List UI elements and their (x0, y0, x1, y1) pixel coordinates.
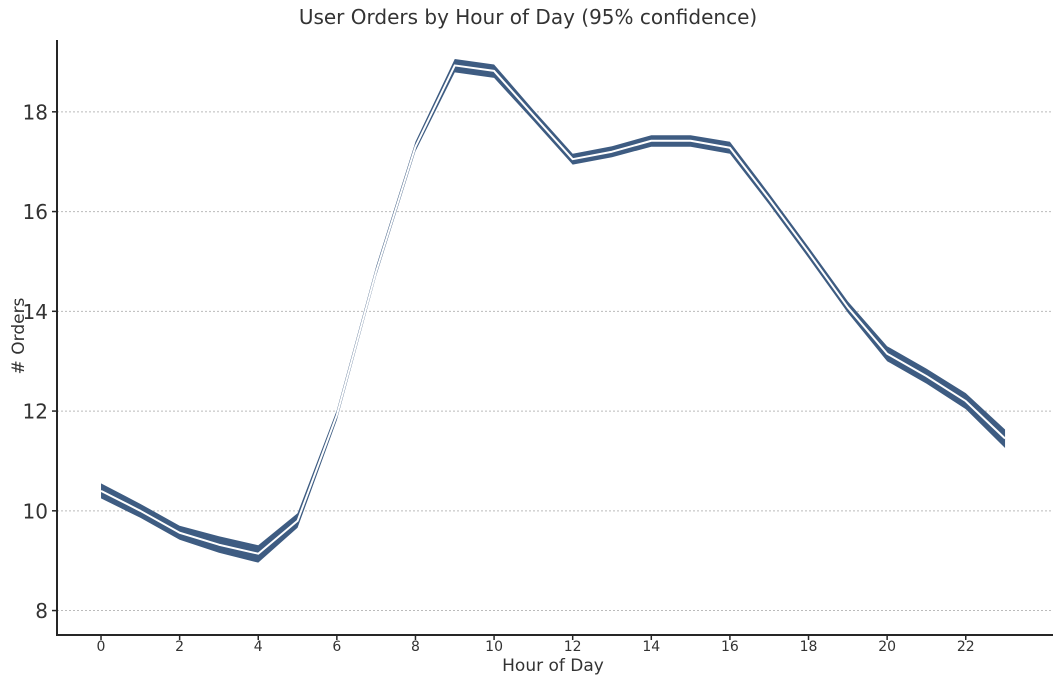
x-tick-label: 22 (957, 639, 975, 655)
x-tick-label: 16 (721, 639, 739, 655)
x-tick-label: 10 (485, 639, 503, 655)
x-tick-label: 6 (332, 639, 341, 655)
x-tick-label: 8 (411, 639, 420, 655)
x-tick-label: 12 (564, 639, 582, 655)
data-layer (100, 58, 1006, 563)
x-axis-label: Hour of Day (502, 656, 604, 676)
mean-line (100, 64, 1006, 555)
x-tick-label: 20 (878, 639, 896, 655)
chart-title: User Orders by Hour of Day (95% confiden… (299, 5, 757, 29)
y-tick-label: 12 (23, 400, 48, 424)
x-tick-label: 4 (254, 639, 263, 655)
y-tick-label: 8 (35, 599, 48, 623)
confidence-band (101, 58, 1006, 563)
gridlines-layer (57, 111, 1053, 612)
x-tick-label: 0 (97, 639, 106, 655)
y-tick-label: 14 (23, 300, 48, 324)
y-tick-label: 16 (23, 200, 48, 224)
x-tick-label: 14 (642, 639, 660, 655)
x-tick-label: 18 (800, 639, 818, 655)
y-tick-label: 18 (23, 100, 48, 124)
y-axis-label: # Orders (9, 297, 29, 374)
y-tick-label: 10 (23, 499, 48, 523)
axes-layer: 8 10 12 14 16 18 0 2 4 6 8 10 12 14 16 18 20 22 (23, 40, 1053, 655)
x-tick-label: 2 (175, 639, 184, 655)
